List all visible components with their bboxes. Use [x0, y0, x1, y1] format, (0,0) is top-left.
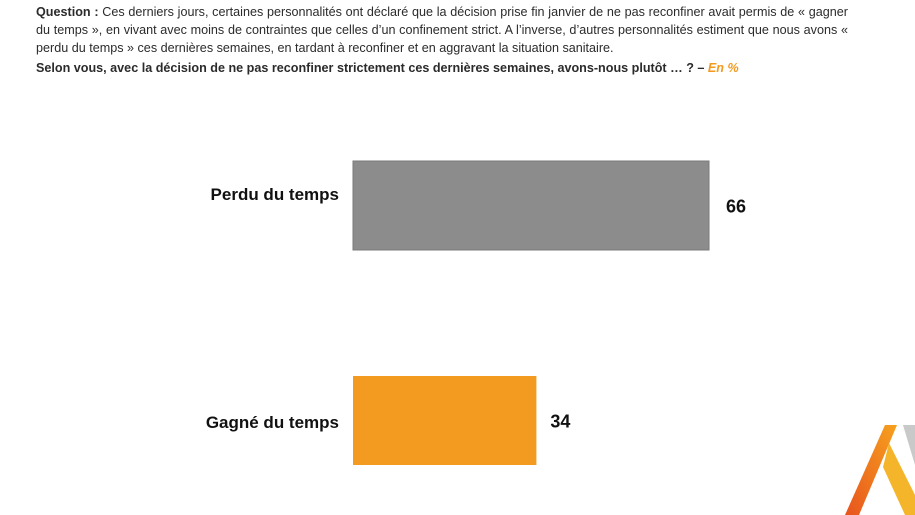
bar-perdu-du-temps	[352, 160, 710, 251]
value-label-perdu-du-temps: 66	[726, 197, 746, 217]
category-label-perdu-du-temps: Perdu du temps	[211, 185, 339, 204]
category-label-gagne-du-temps: Gagné du temps	[206, 413, 339, 432]
question-text: Question : Ces derniers jours, certaines…	[36, 3, 848, 57]
value-label-gagne-du-temps: 34	[550, 412, 570, 432]
brand-logo-icon	[845, 425, 915, 515]
question-prompt: Selon vous, avec la décision de ne pas r…	[36, 61, 739, 75]
unit-label: En %	[707, 61, 739, 75]
prompt-text: Selon vous, avec la décision de ne pas r…	[36, 61, 705, 75]
question-body: Ces derniers jours, certaines personnali…	[36, 5, 848, 55]
bar-gagne-du-temps	[353, 376, 537, 465]
question-lead: Question :	[36, 5, 99, 19]
